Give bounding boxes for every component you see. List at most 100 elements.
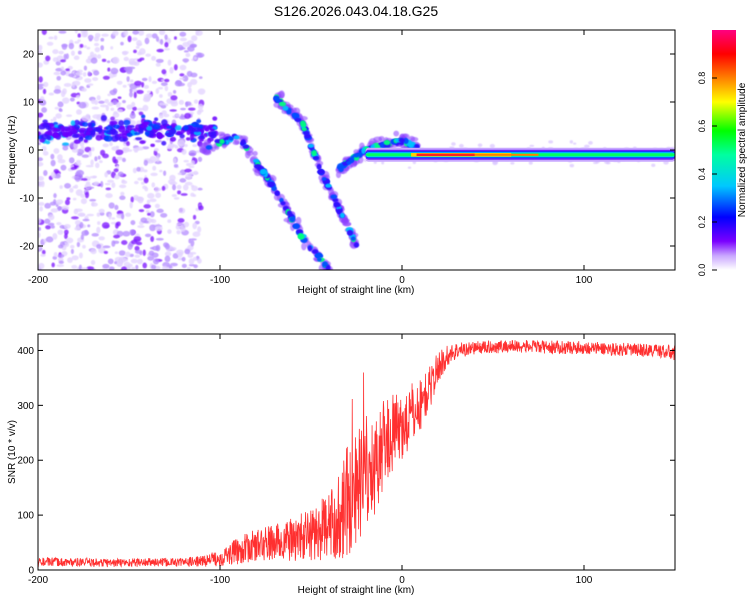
noise-band-speckle: [193, 127, 202, 133]
noise-speckle: [188, 258, 195, 265]
noise-band-speckle: [169, 136, 177, 142]
noise-speckle: [117, 171, 124, 177]
noise-speckle: [118, 184, 127, 189]
noise-speckle: [76, 170, 85, 176]
heatmap-x-tick-label: 0: [399, 275, 405, 286]
noise-band-speckle: [103, 129, 111, 134]
noise-speckle: [114, 204, 119, 211]
branch-2-halo: [341, 217, 349, 226]
carrier-speckle: [569, 163, 575, 168]
noise-speckle: [103, 250, 109, 255]
branch-1-core: [240, 140, 245, 146]
noise-speckle: [53, 71, 61, 76]
noise-speckle: [113, 168, 119, 173]
noise-speckle: [149, 155, 157, 163]
noise-speckle: [100, 104, 108, 108]
noise-speckle: [172, 157, 177, 164]
noise-speckle: [57, 159, 66, 164]
branch-2-core: [303, 133, 311, 139]
noise-band-speckle: [179, 133, 185, 139]
noise-band-speckle: [152, 124, 161, 130]
noise-speckle: [146, 199, 151, 205]
noise-speckle: [159, 169, 163, 173]
noise-speckle: [60, 70, 67, 76]
noise-speckle: [110, 107, 115, 111]
noise-band-speckle: [161, 140, 167, 146]
noise-speckle: [154, 160, 162, 165]
noise-speckle: [173, 197, 180, 200]
branch-2-core: [294, 117, 302, 123]
noise-speckle: [90, 57, 98, 64]
noise-speckle: [196, 110, 202, 115]
snr-y-tick-label: 200: [17, 456, 34, 467]
branch-1-core: [286, 210, 293, 216]
noise-speckle: [151, 33, 158, 39]
branch-1-core: [274, 190, 280, 196]
noise-speckle: [155, 58, 164, 63]
noise-speckle: [111, 217, 116, 220]
noise-speckle: [80, 234, 85, 240]
colorbar-tick-label: 0.0: [697, 264, 707, 277]
noise-speckle: [38, 181, 43, 188]
noise-speckle: [183, 144, 188, 148]
noise-speckle: [143, 177, 149, 184]
noise-band-speckle: [78, 136, 84, 142]
noise-band-speckle: [146, 126, 153, 131]
noise-speckle: [68, 73, 75, 78]
noise-speckle: [102, 143, 109, 148]
noise-speckle: [59, 185, 63, 189]
noise-speckle: [179, 64, 187, 71]
noise-speckle: [89, 198, 97, 202]
noise-speckle: [188, 87, 192, 94]
snr-x-tick-label: 0: [399, 575, 405, 586]
noise-speckle: [73, 142, 79, 149]
noise-speckle: [80, 267, 89, 270]
noise-speckle: [56, 221, 62, 226]
noise-speckle: [108, 213, 112, 220]
noise-speckle: [186, 162, 192, 167]
noise-speckle: [81, 178, 88, 181]
noise-speckle: [53, 35, 58, 40]
noise-speckle: [107, 93, 111, 97]
noise-band-speckle: [38, 131, 41, 136]
noise-speckle: [81, 32, 87, 38]
noise-speckle: [136, 39, 142, 47]
noise-speckle: [182, 58, 190, 63]
noise-speckle: [76, 241, 81, 248]
noise-speckle: [100, 45, 105, 51]
noise-speckle: [173, 64, 178, 71]
noise-speckle: [105, 187, 112, 191]
noise-band-speckle: [82, 122, 89, 127]
carrier-speckle: [528, 160, 533, 165]
noise-speckle: [133, 180, 139, 185]
noise-band-speckle: [58, 131, 63, 136]
noise-speckle: [86, 46, 91, 50]
noise-speckle: [169, 109, 177, 112]
branch-2-halo: [278, 90, 285, 99]
noise-speckle: [111, 240, 116, 247]
heatmap-y-tick-label: -10: [20, 194, 35, 205]
snr-frame: [37, 333, 676, 571]
colorbar-tick-label: 0.6: [697, 120, 707, 133]
noise-speckle: [70, 248, 74, 255]
noise-speckle: [110, 116, 115, 121]
snr-x-tick-label: -200: [28, 575, 48, 586]
noise-speckle: [136, 166, 141, 172]
noise-speckle: [157, 86, 164, 90]
noise-speckle: [80, 198, 88, 205]
noise-speckle: [190, 78, 198, 86]
noise-speckle: [101, 58, 107, 63]
noise-speckle: [90, 147, 95, 152]
noise-speckle: [69, 244, 75, 249]
noise-band-speckle: [60, 125, 66, 132]
noise-speckle: [63, 83, 72, 87]
noise-speckle: [134, 254, 141, 258]
noise-speckle: [145, 53, 151, 57]
noise-speckle: [166, 98, 173, 104]
noise-speckle: [44, 202, 51, 209]
noise-speckle: [57, 101, 64, 108]
noise-speckle: [161, 185, 166, 191]
branch-3-core: [352, 153, 360, 158]
branch-2-core: [278, 101, 287, 107]
noise-speckle: [129, 201, 133, 209]
